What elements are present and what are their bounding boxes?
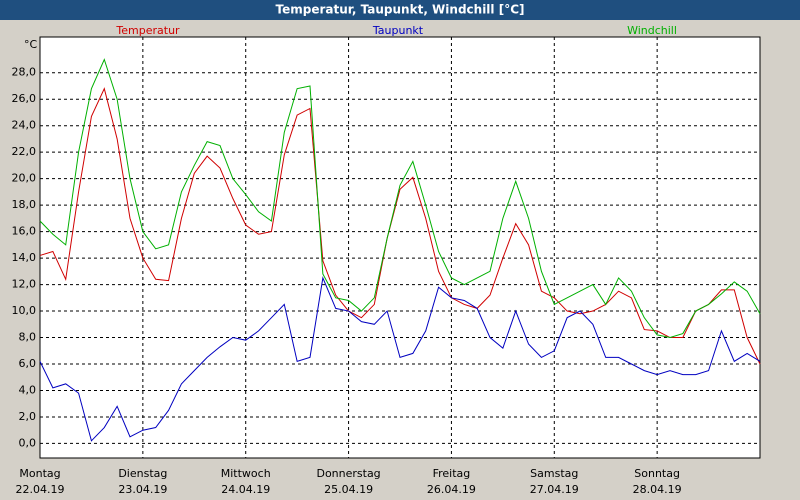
x-day-label: Mittwoch: [221, 467, 271, 480]
y-tick-label: 26,0: [12, 92, 37, 105]
y-tick-label: 28,0: [12, 66, 37, 79]
y-tick-label: 24,0: [12, 119, 37, 132]
y-tick-label: 18,0: [12, 198, 37, 211]
y-tick-label: 2,0: [19, 410, 37, 423]
x-date-label: 24.04.19: [221, 483, 270, 496]
y-tick-label: 4,0: [19, 383, 37, 396]
title-bar: [0, 0, 800, 20]
x-day-label: Samstag: [530, 467, 578, 480]
legend-label: Temperatur: [115, 24, 180, 37]
x-date-label: 23.04.19: [118, 483, 167, 496]
x-day-label: Dienstag: [118, 467, 167, 480]
legend-label: Taupunkt: [372, 24, 424, 37]
x-date-label: 27.04.19: [530, 483, 579, 496]
y-tick-label: 0,0: [19, 436, 37, 449]
x-day-label: Sonntag: [634, 467, 680, 480]
x-day-label: Montag: [19, 467, 60, 480]
x-date-label: 22.04.19: [16, 483, 65, 496]
y-tick-label: 16,0: [12, 225, 37, 238]
plot-area: [39, 36, 761, 459]
series-line: [39, 276, 761, 442]
y-tick-label: 14,0: [12, 251, 37, 264]
y-tick-label: 22,0: [12, 145, 37, 158]
series-line: [39, 87, 761, 365]
x-day-label: Donnerstag: [316, 467, 380, 480]
y-tick-label: 12,0: [12, 278, 37, 291]
series-line: [39, 58, 761, 339]
x-date-label: 25.04.19: [324, 483, 373, 496]
chart-title: Temperatur, Taupunkt, Windchill [°C]: [276, 3, 525, 17]
y-tick-label: 20,0: [12, 172, 37, 185]
legend-label: Windchill: [627, 24, 677, 37]
y-unit: °C: [24, 38, 38, 51]
y-tick-label: 6,0: [19, 357, 37, 370]
y-tick-label: 8,0: [19, 331, 37, 344]
x-day-label: Freitag: [433, 467, 471, 480]
x-date-label: 26.04.19: [427, 483, 476, 496]
x-date-label: 28.04.19: [633, 483, 682, 496]
y-tick-label: 10,0: [12, 304, 37, 317]
